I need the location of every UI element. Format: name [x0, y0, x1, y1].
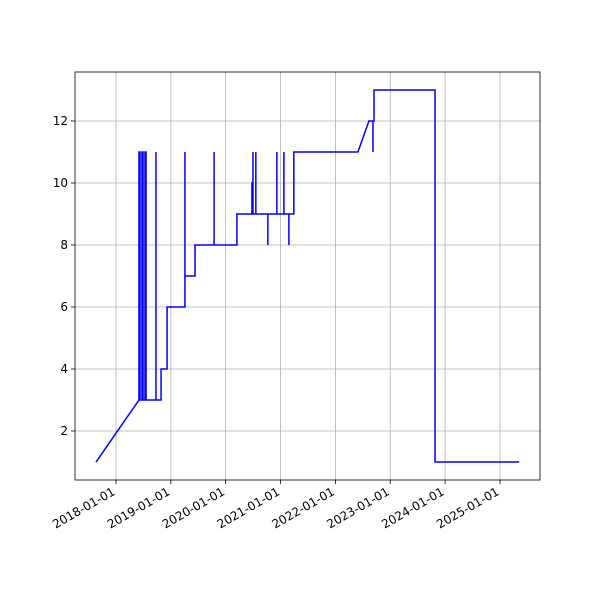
y-tick-label: 6 [60, 300, 68, 314]
y-tick-label: 10 [53, 176, 68, 190]
x-tick-label: 2025-01-01 [434, 484, 501, 531]
data-line [95, 89, 520, 463]
y-tick-label: 8 [60, 238, 68, 252]
plot-frame [74, 71, 541, 481]
y-tick-label: 2 [60, 424, 68, 438]
y-tick-label: 4 [60, 362, 68, 376]
y-tick-label: 12 [53, 114, 68, 128]
